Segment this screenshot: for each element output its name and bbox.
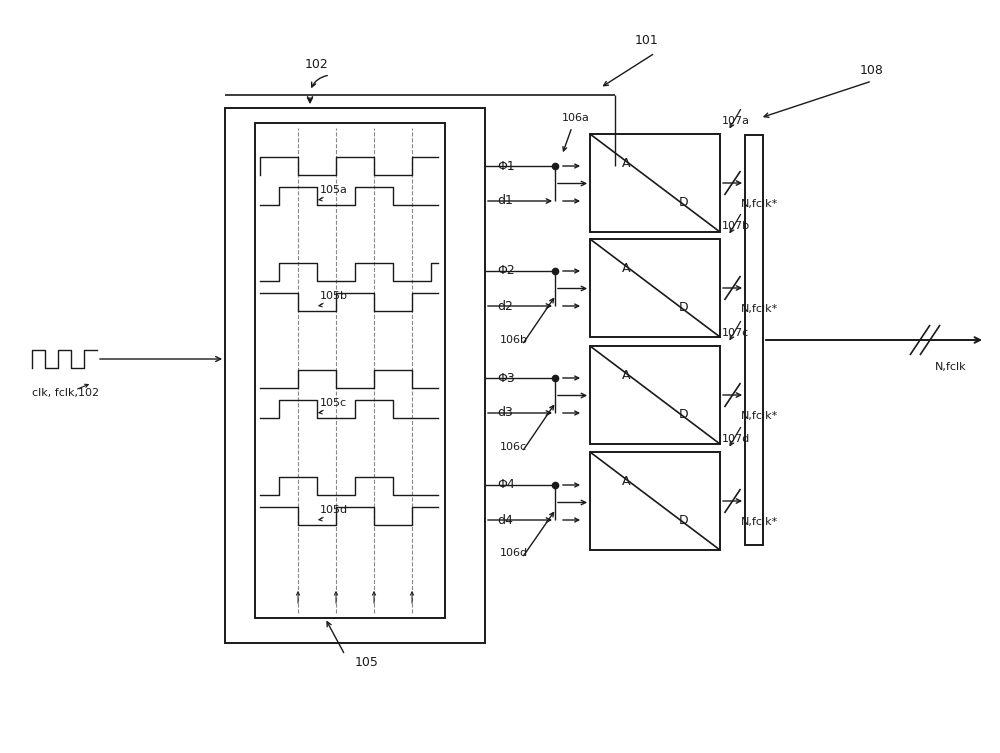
Text: 106d: 106d (500, 548, 528, 558)
Text: 107c: 107c (722, 328, 749, 338)
Bar (590, 452, 720, 550)
Text: A: A (622, 157, 631, 170)
Bar (745, 135, 763, 545)
Text: Φ3: Φ3 (497, 371, 515, 385)
Text: D: D (679, 301, 688, 314)
Text: N,fclk*: N,fclk* (740, 517, 778, 527)
Text: clk, fclk,102: clk, fclk,102 (32, 388, 99, 398)
Text: D: D (679, 196, 688, 209)
Text: d2: d2 (497, 300, 513, 312)
Text: N,fclk*: N,fclk* (740, 411, 778, 421)
Text: 101: 101 (635, 35, 659, 47)
Text: 108: 108 (860, 65, 884, 78)
Text: D: D (679, 408, 688, 421)
Text: 105c: 105c (320, 398, 347, 408)
Text: Φ2: Φ2 (497, 264, 515, 278)
Text: 105: 105 (355, 657, 379, 669)
Text: A: A (622, 262, 631, 275)
Bar (225, 108, 485, 643)
Bar (255, 123, 445, 618)
Text: 105d: 105d (320, 505, 348, 515)
Text: 106a: 106a (562, 113, 590, 123)
Text: 102: 102 (305, 59, 329, 72)
Text: d3: d3 (497, 407, 513, 419)
Text: d4: d4 (497, 514, 513, 526)
Bar (590, 239, 720, 337)
Text: A: A (622, 475, 631, 488)
Bar (590, 134, 720, 232)
Text: N,fclk*: N,fclk* (740, 304, 778, 314)
Text: Φ4: Φ4 (497, 478, 515, 492)
Bar (590, 346, 720, 444)
Text: 106c: 106c (500, 442, 527, 452)
Text: 105b: 105b (320, 291, 348, 301)
Text: 105a: 105a (320, 185, 348, 195)
Text: A: A (622, 369, 631, 382)
Text: Φ1: Φ1 (497, 160, 515, 172)
Text: N,fclk*: N,fclk* (740, 199, 778, 209)
Text: 107a: 107a (722, 116, 750, 126)
Text: D: D (679, 514, 688, 527)
Text: 107b: 107b (722, 221, 750, 231)
Text: 107d: 107d (722, 434, 750, 444)
Text: 106b: 106b (500, 335, 528, 345)
Text: N,fclk: N,fclk (935, 362, 967, 372)
Text: d1: d1 (497, 194, 513, 208)
